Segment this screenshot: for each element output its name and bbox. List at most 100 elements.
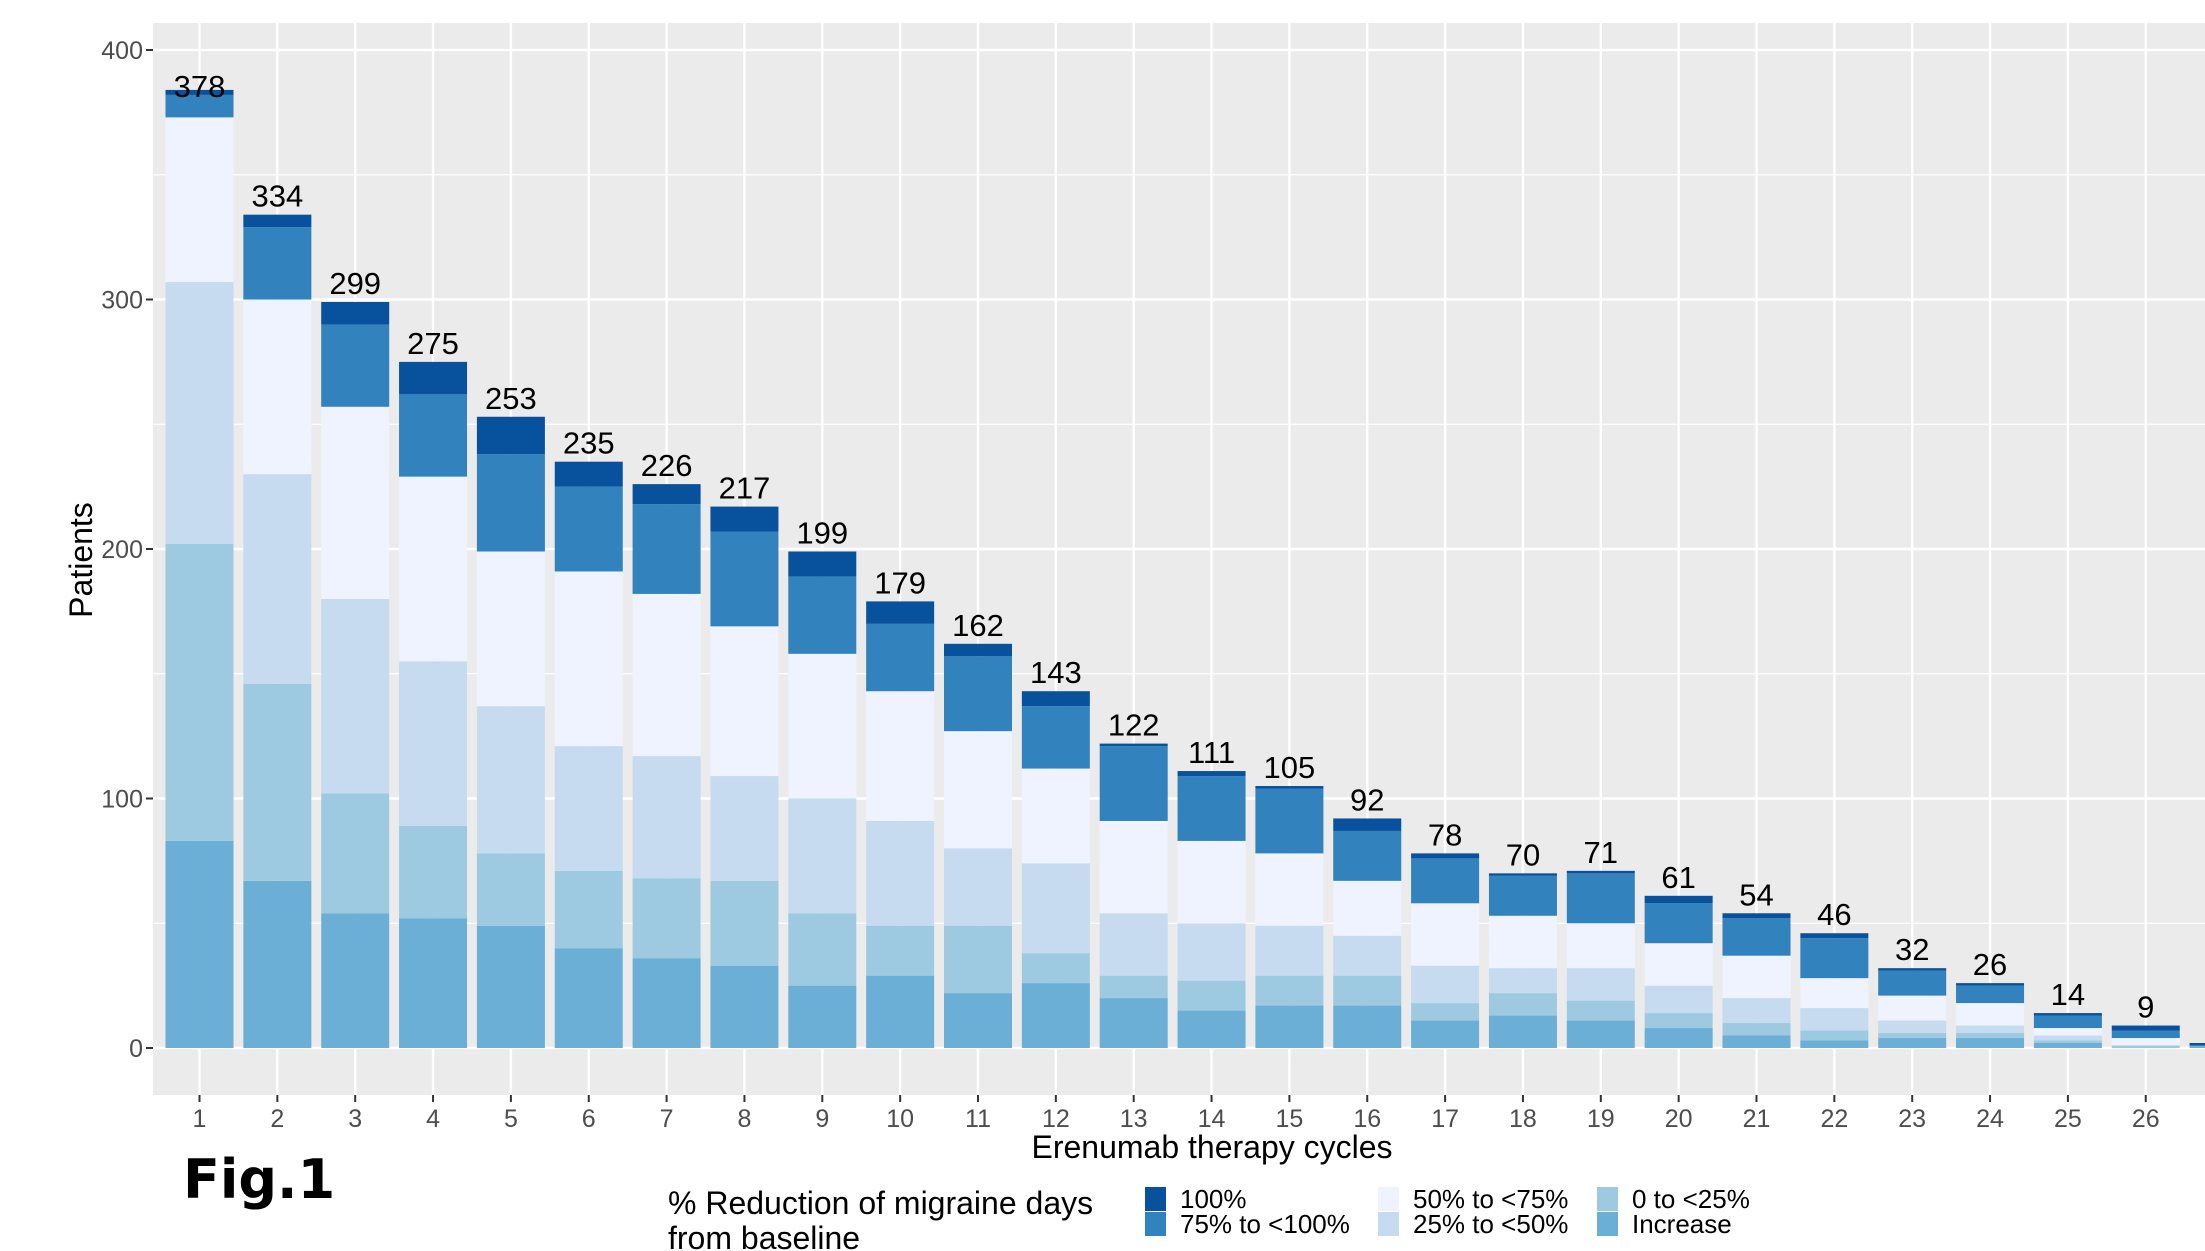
bar-segment	[1411, 853, 1480, 859]
x-tick-label: 4	[426, 1105, 440, 1133]
y-axis-title: Patients	[63, 502, 99, 618]
bar-segment	[1177, 776, 1246, 841]
bar-segment	[1255, 853, 1324, 926]
bar-total-label: 61	[1661, 860, 1695, 895]
x-tick-label: 21	[1743, 1105, 1771, 1133]
bar-segment	[1722, 998, 1791, 1024]
bar-segment	[788, 653, 857, 799]
bar-segment	[243, 474, 312, 684]
bar-segment	[399, 476, 468, 662]
bar-segment	[710, 506, 779, 532]
bar-segment	[1566, 1000, 1635, 1021]
bar-segment	[476, 454, 545, 552]
legend-title-line-1: % Reduction of migraine days	[668, 1185, 1093, 1221]
bar-segment	[1878, 1020, 1947, 1034]
bar-segment	[1878, 995, 1947, 1021]
bar-segment	[243, 214, 312, 228]
bar-segment	[243, 683, 312, 881]
bar-segment	[554, 746, 623, 871]
bar-segment	[1644, 895, 1713, 904]
bar-total-label: 54	[1739, 877, 1773, 912]
bar-segment	[1021, 983, 1090, 1048]
bar-total-label: 378	[174, 69, 226, 104]
bar-segment	[1411, 1003, 1480, 1021]
x-tick-label: 20	[1665, 1105, 1693, 1133]
bar-segment	[321, 913, 390, 1048]
bar-segment	[1255, 788, 1324, 854]
bar-segment	[944, 656, 1012, 732]
bar-segment	[2033, 1028, 2102, 1036]
bar-segment	[1411, 965, 1480, 1004]
bar-segment	[1878, 970, 1947, 996]
bar-total-label: 70	[1506, 837, 1540, 872]
bar-segment	[1800, 1008, 1869, 1031]
bar-segment	[1411, 903, 1480, 966]
bar-segment	[2189, 1043, 2205, 1046]
legend-label: 50% to <75%	[1413, 1184, 1568, 1214]
bar-segment	[1177, 771, 1246, 777]
bar-segment	[1255, 925, 1324, 976]
bar-segment	[554, 571, 623, 747]
x-tick-label: 11	[965, 1105, 991, 1133]
bar-segment	[1800, 1040, 1869, 1048]
bar-segment	[710, 965, 779, 1048]
bar-total-label: 226	[641, 448, 693, 483]
x-tick-label: 13	[1120, 1105, 1148, 1133]
bar-segment	[2111, 1030, 2180, 1039]
bar-total-label: 334	[251, 179, 303, 214]
bar-total-label: 235	[563, 426, 615, 461]
bar-segment	[866, 925, 935, 976]
x-tick-label: 19	[1587, 1105, 1615, 1133]
bar-segment	[2033, 1013, 2102, 1016]
y-tick-label: 300	[101, 287, 143, 315]
bar-segment	[1255, 1005, 1324, 1048]
bar-segment	[1722, 918, 1791, 956]
bar-segment	[944, 643, 1012, 657]
legend-swatch	[1597, 1212, 1618, 1236]
bar-segment	[1722, 955, 1791, 999]
bar-segment	[554, 948, 623, 1048]
bar-segment	[1722, 913, 1791, 919]
bar-segment	[2033, 1035, 2102, 1041]
bar-segment	[632, 756, 701, 879]
total-labels: 378 334 299 275 253 235 226 217 199 179 162 143 122 1…	[174, 69, 2155, 1025]
bar-segment	[1488, 915, 1557, 969]
bar-segment	[944, 731, 1012, 849]
bar-total-label: 105	[1264, 750, 1316, 785]
x-tick-label: 3	[348, 1105, 362, 1133]
bar-total-label: 122	[1108, 708, 1160, 743]
bar-segment	[866, 601, 935, 624]
bar-segment	[1333, 1005, 1402, 1048]
x-tick-label: 17	[1431, 1105, 1459, 1133]
x-tick-label: 2	[270, 1105, 284, 1133]
bar-segment	[1099, 913, 1168, 976]
bar-segment	[1099, 820, 1168, 914]
bar-segment	[1644, 985, 1713, 1014]
bar-segment	[243, 227, 312, 300]
bar-segment	[321, 793, 390, 914]
bar-segment	[1956, 1038, 2025, 1048]
bar-segment	[321, 301, 390, 325]
bar-total-label: 253	[485, 381, 537, 416]
bar-segment	[710, 531, 779, 627]
bar-segment	[2033, 1043, 2102, 1048]
y-tick-label: 0	[129, 1035, 143, 1063]
bar-segment	[1021, 953, 1090, 984]
bar-segment	[1411, 858, 1480, 904]
bar-segment	[1333, 975, 1402, 1006]
bar-segment	[1099, 998, 1168, 1048]
bar-segment	[866, 975, 935, 1048]
bar-segment	[2111, 1038, 2180, 1046]
bar-total-label: 32	[1895, 932, 1929, 967]
bar-total-label: 275	[407, 326, 459, 361]
bar-segment	[1878, 1038, 1947, 1048]
bar-segment	[399, 361, 468, 395]
bar-segment	[632, 593, 701, 757]
bar-segment	[1722, 1023, 1791, 1036]
x-tick-label: 5	[504, 1105, 518, 1133]
bar-segment	[1333, 880, 1402, 936]
bar-total-label: 217	[719, 471, 771, 506]
x-tick-label: 25	[2054, 1105, 2082, 1133]
bar-segment	[944, 925, 1012, 994]
legend-swatch	[1378, 1187, 1399, 1211]
